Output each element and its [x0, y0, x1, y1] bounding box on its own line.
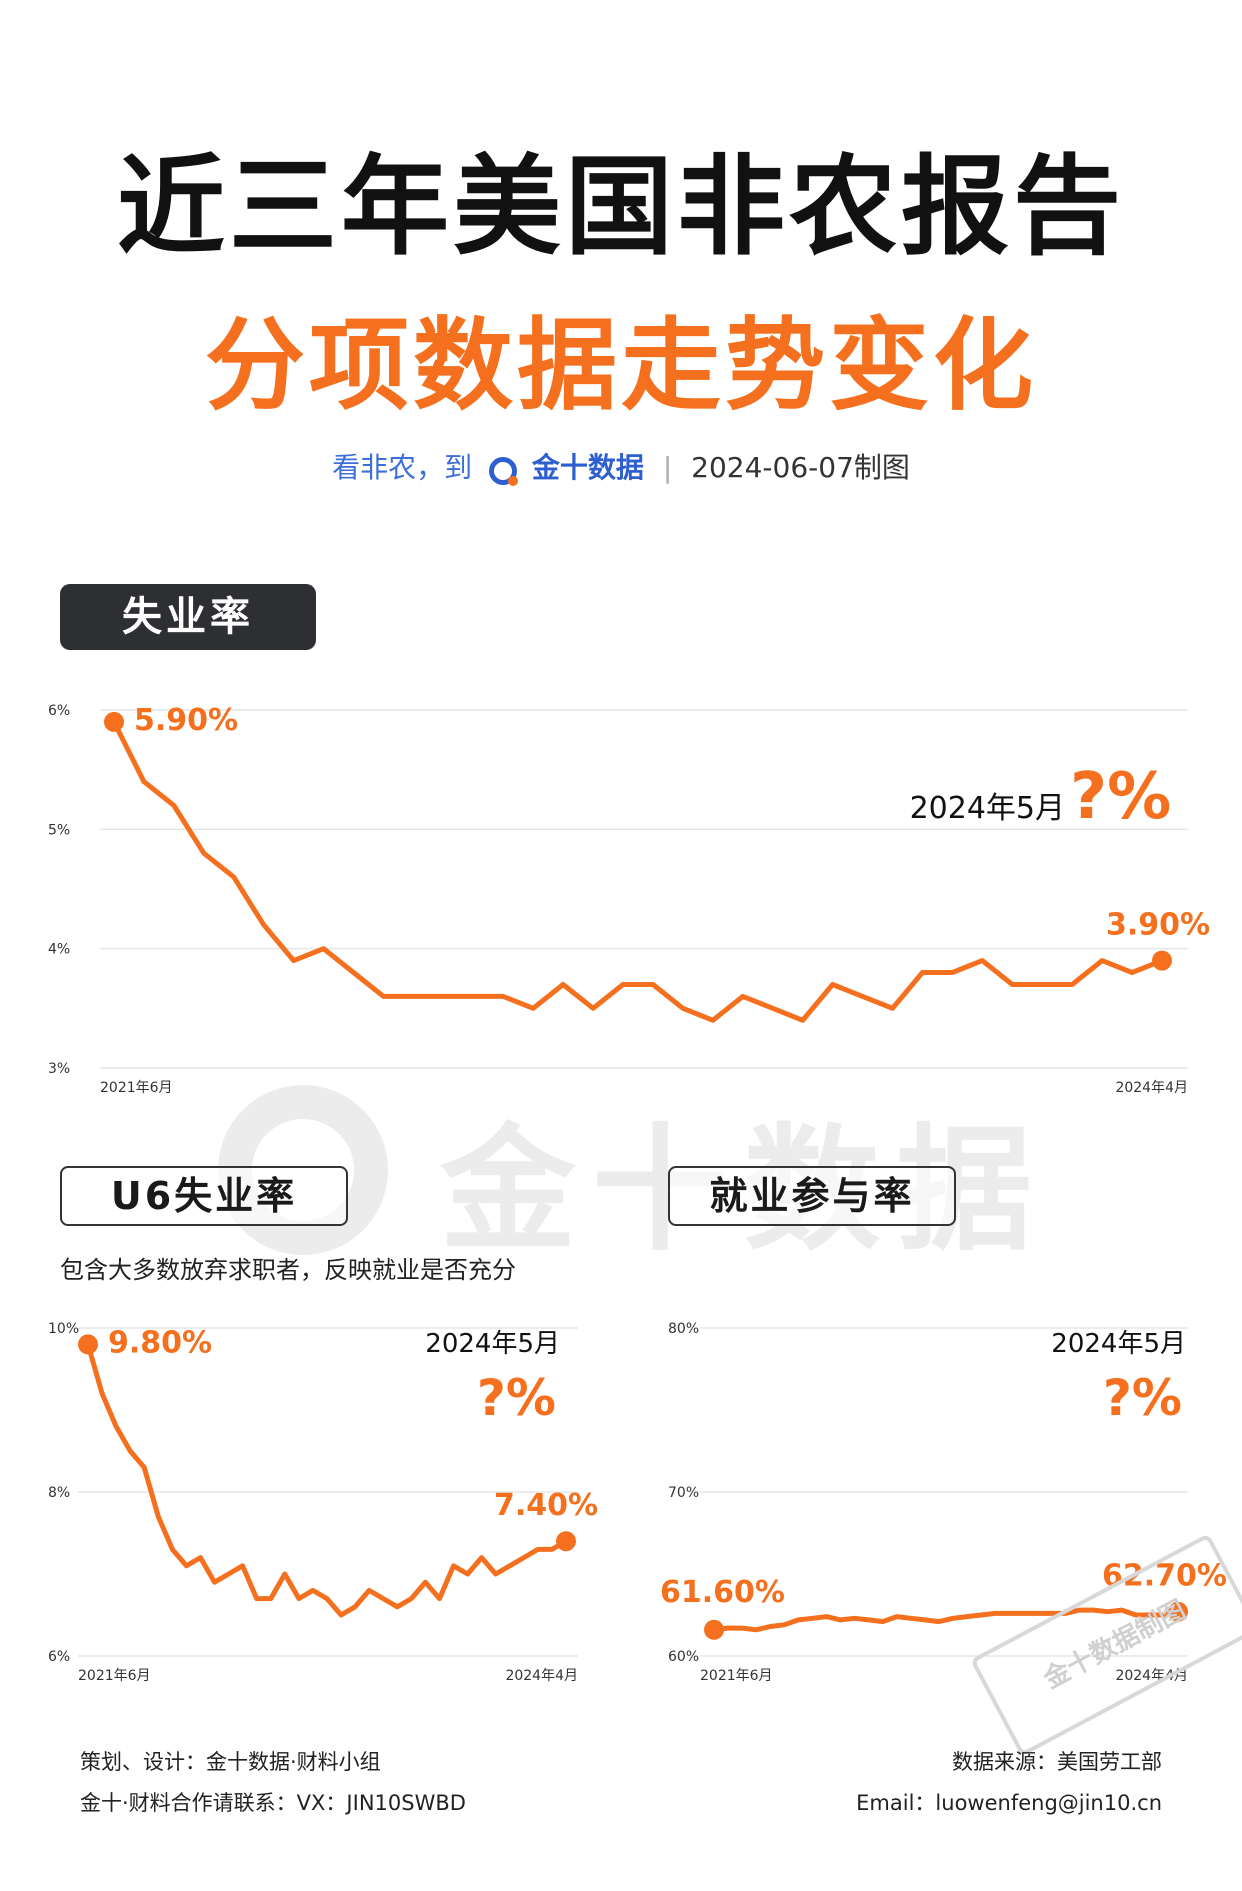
section-label-u6: U6失业率	[60, 1166, 348, 1226]
start-point	[78, 1334, 98, 1355]
end-value-label: 3.90%	[1106, 908, 1210, 943]
y-tick-label: 10%	[48, 1321, 79, 1337]
y-tick-label: 80%	[668, 1321, 699, 1337]
start-point	[104, 711, 124, 732]
footer-email: Email：luowenfeng@jin10.cn	[856, 1791, 1162, 1815]
pending-value-label: ?%	[477, 1369, 556, 1427]
x-end-label: 2024年4月	[1115, 1080, 1188, 1096]
end-point	[556, 1531, 576, 1552]
x-start-label: 2021年6月	[100, 1080, 173, 1096]
series-line	[111, 719, 1165, 1023]
x-start-label: 2021年6月	[78, 1668, 151, 1684]
section-label-participation: 就业参与率	[668, 1166, 956, 1226]
tagline-prefix: 看非农，到	[332, 451, 473, 484]
footer-source: 数据来源：美国劳工部	[952, 1750, 1162, 1774]
brand-name: 金十数据	[531, 451, 644, 484]
x-end-label: 2024年4月	[1115, 1668, 1188, 1684]
end-value-label: 7.40%	[494, 1488, 598, 1523]
y-tick-label: 8%	[48, 1485, 70, 1501]
y-tick-label: 6%	[48, 703, 70, 719]
section-label-unemployment: 失业率	[60, 584, 316, 650]
start-value-label: 5.90%	[134, 703, 238, 738]
made-date: 2024-06-07制图	[691, 451, 910, 484]
brand-logo-icon	[489, 457, 518, 486]
footer-credit: 策划、设计：金十数据·财料小组	[80, 1750, 381, 1774]
start-point	[704, 1619, 724, 1640]
main-subtitle: 分项数据走势变化	[205, 307, 1037, 424]
pending-value-label: ?%	[1070, 760, 1171, 834]
end-value-label: 62.70%	[1102, 1559, 1227, 1594]
pending-month-label: 2024年5月	[1051, 1329, 1186, 1359]
x-end-label: 2024年4月	[505, 1668, 578, 1684]
y-tick-label: 70%	[668, 1485, 699, 1501]
y-tick-label: 6%	[48, 1649, 70, 1665]
series-line	[85, 1341, 569, 1618]
main-title: 近三年美国非农报告	[116, 145, 1125, 270]
series-line	[711, 1607, 1181, 1633]
tagline-divider: |	[662, 451, 673, 484]
u6-note: 包含大多数放弃求职者，反映就业是否充分	[60, 1256, 516, 1284]
end-point	[1168, 1601, 1188, 1622]
y-tick-label: 5%	[48, 822, 70, 838]
start-value-label: 61.60%	[660, 1575, 785, 1610]
y-tick-label: 3%	[48, 1061, 70, 1077]
start-value-label: 9.80%	[108, 1325, 212, 1360]
y-tick-label: 4%	[48, 942, 70, 958]
tagline: 看非农，到 金十数据 | 2024-06-07制图	[0, 446, 1242, 486]
pending-month-label: 2024年5月	[425, 1329, 560, 1359]
x-start-label: 2021年6月	[700, 1668, 773, 1684]
pending-month-label: 2024年5月	[910, 791, 1065, 826]
pending-value-label: ?%	[1103, 1369, 1182, 1427]
footer-contact: 金十·财料合作请联系：VX：JIN10SWBD	[80, 1791, 466, 1815]
end-point	[1152, 950, 1172, 971]
y-tick-label: 60%	[668, 1649, 699, 1665]
